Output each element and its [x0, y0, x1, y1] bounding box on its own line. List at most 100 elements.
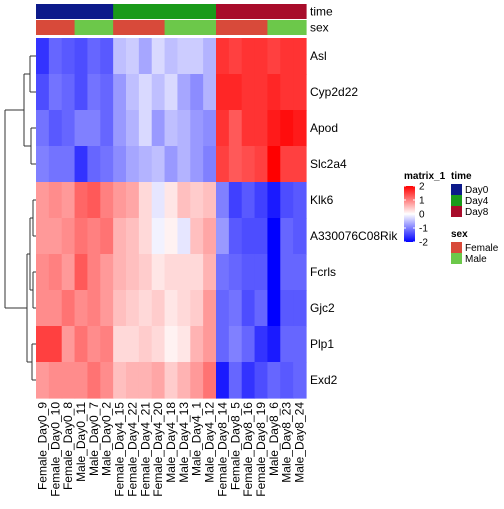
- heatmap-cell: [216, 74, 230, 111]
- heatmap-cell: [228, 182, 243, 219]
- heatmap-cell: [48, 254, 63, 291]
- heatmap-cell: [126, 182, 140, 219]
- sex-annotation-cell: [87, 20, 101, 35]
- heatmap-cell: [280, 110, 294, 147]
- heatmap-cell: [126, 146, 140, 183]
- heatmap-cell: [241, 218, 256, 255]
- heatmap-cell: [280, 38, 294, 75]
- sex-annotation-cell: [164, 20, 179, 35]
- heatmap-cell: [151, 182, 166, 219]
- heatmap-cell: [126, 290, 140, 327]
- heatmap-cell: [151, 326, 166, 363]
- heatmap-cell: [254, 326, 269, 363]
- heatmap-cell: [177, 38, 191, 75]
- heatmap-cell: [241, 254, 256, 291]
- heatmap-cell: [36, 254, 50, 291]
- row-label: Plp1: [310, 337, 334, 351]
- heatmap-cell: [126, 110, 140, 147]
- heatmap-cell: [228, 326, 243, 363]
- heatmap-cell: [61, 38, 76, 75]
- heatmap-cell: [164, 254, 179, 291]
- heatmap-cell: [190, 254, 204, 291]
- time-annotation-cell: [216, 4, 230, 19]
- heatmap-cell: [228, 290, 243, 327]
- heatmap-cell: [138, 326, 153, 363]
- column-label: Female_Day8_14: [215, 402, 229, 497]
- column-label: Female_Day8_19: [254, 402, 268, 497]
- row-label: Fcrls: [310, 265, 336, 279]
- heatmap-cell: [267, 74, 281, 111]
- heatmap-cell: [36, 110, 50, 147]
- heatmap-cell: [113, 146, 127, 183]
- time-annotation-cell: [267, 4, 281, 19]
- heatmap-cell: [216, 362, 230, 399]
- heatmap-cell: [126, 74, 140, 111]
- heatmap-cell: [36, 38, 50, 75]
- time-annotation-cell: [126, 4, 140, 19]
- sex-annotation-cell: [254, 20, 269, 35]
- time-legend-swatch: [451, 184, 462, 195]
- time-annotation-cell: [203, 4, 217, 19]
- heatmap-cell: [280, 218, 294, 255]
- heatmap-body: [36, 38, 307, 399]
- heatmap-cell: [164, 362, 179, 399]
- heatmap-cell: [48, 218, 63, 255]
- heatmap-cell: [280, 74, 294, 111]
- time-annotation-cell: [48, 4, 63, 19]
- row-label: Cyp2d22: [310, 85, 358, 99]
- heatmap-cell: [254, 38, 269, 75]
- heatmap-cell: [48, 110, 63, 147]
- heatmap-cell: [190, 218, 204, 255]
- color-scale-tick-label: -1: [419, 224, 428, 235]
- heatmap-cell: [87, 326, 101, 363]
- heatmap-cell: [74, 110, 89, 147]
- heatmap-cell: [61, 146, 76, 183]
- heatmap-cell: [190, 290, 204, 327]
- heatmap-cell: [61, 326, 76, 363]
- sex-annotation-cell: [61, 20, 76, 35]
- time-annotation-title: time: [310, 5, 333, 19]
- time-annotation-cell: [164, 4, 179, 19]
- column-label: Male_Day8_6: [267, 402, 281, 476]
- heatmap-cell: [151, 38, 166, 75]
- sex-annotation-cell: [280, 20, 294, 35]
- heatmap-cell: [293, 110, 307, 147]
- heatmap-cell: [61, 362, 76, 399]
- heatmap-cell: [177, 218, 191, 255]
- heatmap-cell: [100, 74, 114, 111]
- time-annotation-cell: [254, 4, 269, 19]
- heatmap-cell: [48, 74, 63, 111]
- heatmap-cell: [87, 38, 101, 75]
- heatmap-cell: [87, 254, 101, 291]
- time-annotation-cell: [36, 4, 50, 19]
- heatmap-cell: [48, 182, 63, 219]
- heatmap-cell: [138, 38, 153, 75]
- heatmap-cell: [113, 74, 127, 111]
- heatmap-cell: [177, 182, 191, 219]
- column-label: Female_Day4_21: [138, 402, 152, 497]
- heatmap-cell: [36, 182, 50, 219]
- heatmap-cell: [280, 326, 294, 363]
- heatmap-cell: [293, 74, 307, 111]
- heatmap-cell: [151, 218, 166, 255]
- heatmap-cell: [48, 362, 63, 399]
- heatmap-cell: [216, 110, 230, 147]
- heatmap-cell: [228, 110, 243, 147]
- column-label: Female_Day4_20: [151, 402, 165, 497]
- sex-annotation-cell: [126, 20, 140, 35]
- heatmap-cell: [36, 146, 50, 183]
- heatmap-cell: [241, 326, 256, 363]
- heatmap-cell: [254, 146, 269, 183]
- column-label: Female_Day0_8: [61, 402, 75, 490]
- heatmap-cell: [190, 326, 204, 363]
- heatmap-cell: [293, 218, 307, 255]
- sex-annotation-cell: [228, 20, 243, 35]
- heatmap-cell: [100, 182, 114, 219]
- heatmap-cell: [151, 146, 166, 183]
- heatmap-cell: [280, 290, 294, 327]
- heatmap-cell: [61, 218, 76, 255]
- heatmap-cell: [164, 326, 179, 363]
- heatmap-cell: [241, 110, 256, 147]
- heatmap-cell: [228, 254, 243, 291]
- heatmap-cell: [241, 38, 256, 75]
